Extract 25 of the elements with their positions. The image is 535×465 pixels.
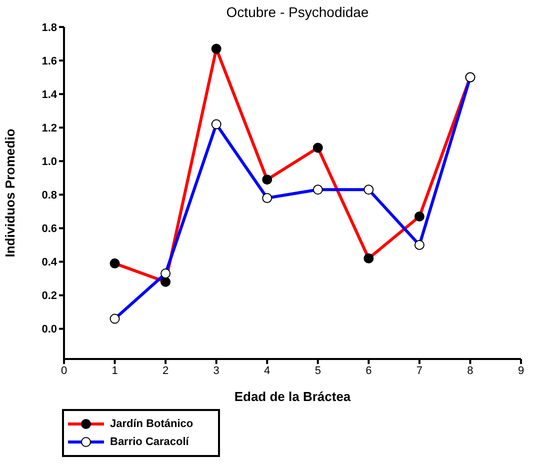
y-tick-label: 1.6 [42,55,57,68]
x-axis-title: Edad de la Bráctea [234,389,352,404]
x-tick-label: 0 [60,364,68,377]
y-axis-title: Individuos Promedio [2,128,18,258]
y-tick-label: 1.8 [42,22,57,34]
y-tick-label: 0.6 [42,223,57,236]
y-tick-label: 1.2 [42,122,57,135]
x-tick-label: 1 [112,364,118,377]
x-tick-label: 2 [162,364,169,377]
x-tick-label: 7 [416,364,423,377]
x-tick-label: 5 [314,364,321,377]
y-tick-label: 1.4 [42,88,58,101]
x-tick-label: 3 [213,364,220,377]
y-tick-label: 0.8 [42,190,57,202]
y-tick-label: 0.0 [42,324,57,336]
chart-title: Octubre - Psychodidae [225,4,370,20]
y-tick-label: 0.4 [42,256,58,269]
x-tick-label: 9 [518,364,524,377]
x-tick-label: 4 [264,364,270,377]
legend-label: Jardín Botánico [110,418,194,430]
y-tick-label: 0.2 [42,290,57,302]
y-tick-label: 1.0 [42,156,57,168]
legend-label: Barrio Caracolí [110,436,189,448]
x-tick-label: 6 [366,364,372,377]
x-tick-label: 8 [467,364,474,377]
